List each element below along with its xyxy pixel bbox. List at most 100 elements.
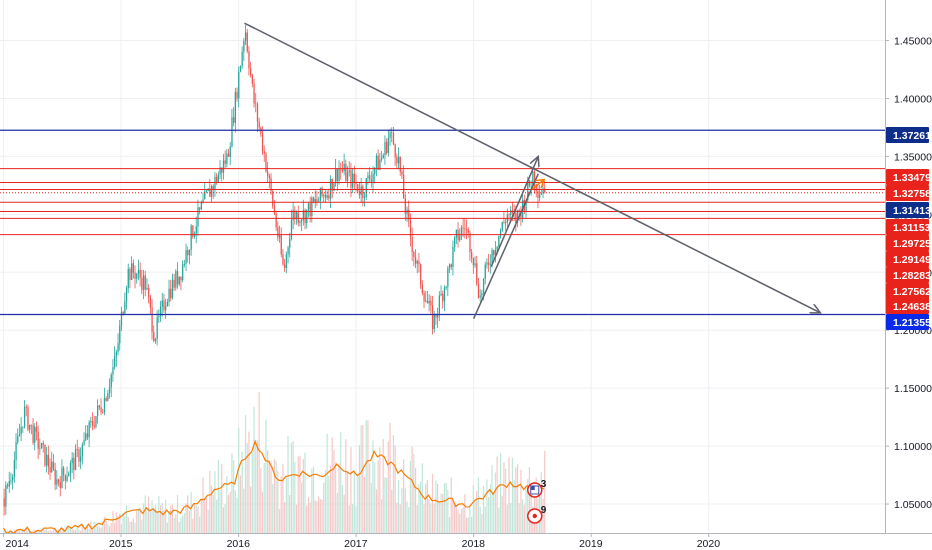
volume-bar: [214, 471, 216, 533]
volume-bar: [346, 471, 349, 533]
candle-body: [464, 228, 466, 230]
volume-bar: [17, 529, 19, 533]
volume-bar: [496, 456, 498, 533]
price-level-badge[interactable]: [886, 202, 929, 218]
volume-bar: [209, 470, 211, 533]
volume-bar: [175, 514, 177, 533]
volume-bar: [40, 531, 43, 533]
price-level-badge[interactable]: [886, 314, 929, 330]
volume-bar: [275, 460, 277, 533]
volume-bar: [212, 494, 214, 533]
volume-bar: [379, 447, 381, 533]
volume-bar: [197, 506, 199, 533]
price-level-badge[interactable]: [886, 251, 929, 267]
volume-bar: [146, 509, 148, 533]
candle-body: [386, 141, 388, 153]
candle-body: [18, 434, 21, 437]
price-level-badge[interactable]: [886, 267, 929, 283]
candle-body: [382, 155, 384, 158]
volume-bar: [338, 463, 340, 533]
volume-bar: [23, 531, 26, 533]
price-level-badge[interactable]: [886, 283, 929, 299]
volume-bar: [129, 521, 131, 533]
candle-body: [8, 480, 10, 487]
volume-bar: [442, 493, 444, 533]
candle-body: [170, 288, 172, 299]
volume-bar: [331, 437, 333, 533]
volume-bar: [202, 477, 204, 533]
candle-body: [377, 155, 379, 170]
volume-bar: [540, 471, 542, 533]
volume-bar: [73, 529, 75, 533]
candle-body: [489, 264, 492, 266]
candle-body: [192, 225, 194, 237]
candle-body: [440, 293, 442, 296]
volume-bar: [255, 439, 257, 533]
candle-body: [165, 305, 167, 311]
volume-bar: [396, 502, 398, 533]
candle-body: [114, 356, 116, 368]
volume-bar: [231, 453, 233, 533]
volume-bar: [435, 480, 437, 533]
candle-body: [197, 207, 199, 227]
volume-bar: [54, 527, 56, 533]
price-level-badge[interactable]: [886, 235, 929, 251]
trendline[interactable]: [472, 173, 539, 319]
volume-bar: [382, 439, 384, 533]
candle-body: [358, 191, 361, 195]
candle-body: [85, 433, 87, 440]
volume-bar: [282, 464, 284, 533]
candle-body: [148, 287, 150, 297]
volume-bar: [394, 445, 396, 533]
candle-body: [178, 276, 180, 285]
volume-bar: [182, 515, 184, 533]
volume-bar: [173, 517, 175, 533]
candle-body: [295, 212, 298, 220]
volume-bar: [489, 484, 491, 533]
candle-body: [314, 199, 316, 202]
volume-bar: [227, 494, 230, 533]
price-level-badge[interactable]: [886, 219, 929, 235]
candle-body: [302, 209, 305, 221]
volume-bar: [306, 505, 308, 533]
volume-bar: [503, 462, 505, 533]
candle-body: [76, 449, 78, 451]
volume-bar: [159, 505, 162, 533]
candle-body: [183, 264, 186, 265]
candle-body: [212, 186, 214, 190]
candle-body: [459, 235, 461, 241]
candle-body: [221, 167, 223, 173]
volume-bar: [273, 459, 276, 533]
price-level-badge[interactable]: [886, 185, 929, 201]
volume-bar: [86, 524, 89, 533]
volume-bar: [151, 500, 153, 533]
volume-bar: [258, 392, 260, 533]
volume-bar: [49, 529, 51, 533]
price-level-badge[interactable]: [886, 298, 929, 314]
volume-bar: [353, 472, 355, 533]
trendline[interactable]: [490, 156, 538, 267]
volume-bar: [105, 520, 107, 533]
candle-body: [278, 235, 281, 238]
price-level-badge[interactable]: [886, 127, 929, 143]
candle-body: [516, 210, 519, 223]
candle-body: [209, 188, 211, 197]
price-level-badge[interactable]: [886, 169, 929, 185]
candle-body: [142, 275, 145, 290]
volume-bar: [406, 501, 408, 533]
candle-body: [355, 182, 357, 185]
volume-bar: [445, 482, 447, 533]
volume-bar: [39, 531, 41, 533]
volume-bar: [216, 499, 218, 533]
volume-bar: [154, 505, 157, 533]
candle-body: [66, 476, 68, 481]
candle-body: [532, 171, 534, 186]
candle-body: [486, 262, 488, 265]
trendline[interactable]: [244, 22, 820, 313]
candle-body: [185, 250, 187, 265]
candle-body: [222, 160, 225, 173]
candle-body: [39, 448, 41, 450]
volume-bar: [323, 482, 325, 533]
candle-body: [125, 287, 128, 302]
candle-body: [10, 480, 12, 482]
